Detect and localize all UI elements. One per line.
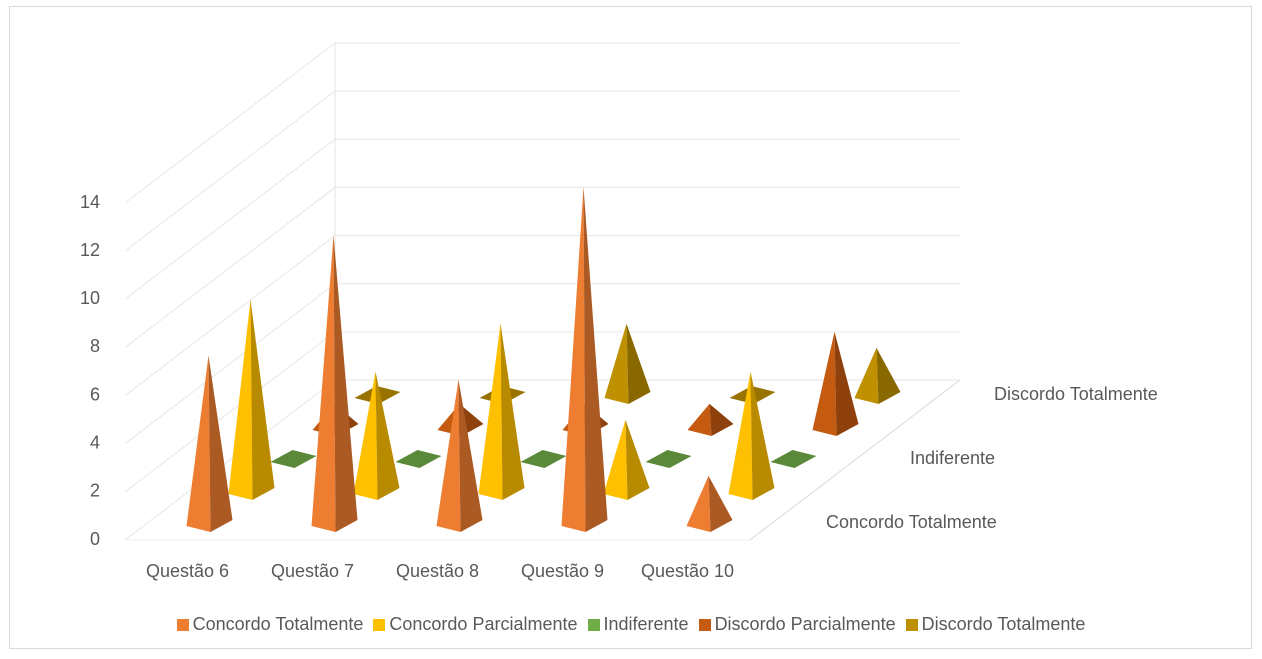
pyramid <box>353 371 400 500</box>
pyramid <box>604 323 651 404</box>
pyramid <box>603 419 650 500</box>
pyramid <box>186 355 233 532</box>
pyramid <box>395 450 442 468</box>
legend-item: Concordo Parcialmente <box>373 614 578 635</box>
pyramid <box>478 323 525 500</box>
pyramid-face <box>625 419 650 500</box>
pyramid-face <box>375 371 400 500</box>
pyramid <box>436 379 483 532</box>
grid-line <box>124 331 336 493</box>
pyramid-face <box>228 299 253 500</box>
pyramid-face <box>208 355 233 532</box>
grid-line <box>124 283 336 445</box>
pyramid-face <box>478 323 503 500</box>
legend-label: Indiferente <box>603 614 689 634</box>
pyramid-face <box>353 371 378 500</box>
pyramid <box>728 371 775 500</box>
pyramid-face <box>500 323 525 500</box>
pyramid-face <box>812 331 837 436</box>
pyramid <box>520 450 567 468</box>
pyramid <box>686 475 733 532</box>
y-tick-label: 6 <box>90 384 100 404</box>
pyramid <box>561 187 608 532</box>
pyramid <box>228 299 275 500</box>
legend-swatch <box>698 618 711 631</box>
pyramid-face <box>561 187 586 532</box>
pyramid-face <box>750 371 775 500</box>
floor-edge <box>749 379 961 541</box>
legend-swatch <box>373 618 386 631</box>
depth-label: Concordo Totalmente <box>826 512 997 532</box>
legend-swatch <box>176 618 189 631</box>
pyramid <box>270 450 317 468</box>
y-tick-label: 2 <box>90 481 100 501</box>
pyramid <box>854 347 901 404</box>
x-tick-label: Questão 8 <box>396 561 479 581</box>
pyramid-face <box>250 299 275 500</box>
grid-line <box>124 90 336 252</box>
pyramid-face <box>186 355 211 532</box>
pyramid-face <box>728 371 753 500</box>
pyramid-face <box>458 379 483 532</box>
x-tick-label: Questão 6 <box>146 561 229 581</box>
grid-line <box>124 42 336 204</box>
legend-item: Indiferente <box>587 614 689 635</box>
pyramid <box>770 450 817 468</box>
legend-label: Concordo Parcialmente <box>389 614 578 634</box>
pyramid-face <box>603 419 628 500</box>
legend-swatch <box>905 618 918 631</box>
pyramid-flat <box>770 450 817 468</box>
pyramid-face <box>436 379 461 532</box>
pyramid <box>687 403 734 436</box>
legend-item: Discordo Totalmente <box>905 614 1086 635</box>
pyramid-face <box>876 347 901 404</box>
x-tick-label: Questão 10 <box>641 561 734 581</box>
pyramid-face <box>311 235 336 532</box>
grid-line <box>124 379 336 541</box>
pyramid-face <box>687 403 712 436</box>
chart-frame <box>9 6 1252 649</box>
pyramid-face <box>686 475 711 532</box>
y-tick-label: 4 <box>90 432 100 452</box>
legend-label: Concordo Totalmente <box>192 614 364 634</box>
grid-line <box>124 187 336 348</box>
pyramid-flat <box>520 450 567 468</box>
pyramid-face <box>709 403 734 436</box>
x-tick-label: Questão 7 <box>271 561 354 581</box>
pyramid-face <box>854 347 879 404</box>
y-tick-label: 12 <box>80 240 100 260</box>
legend-item: Discordo Parcialmente <box>698 614 896 635</box>
pyramid-face <box>604 323 629 404</box>
pyramid-face <box>583 187 608 532</box>
y-tick-label: 14 <box>80 192 100 212</box>
pyramid-face <box>626 323 651 404</box>
pyramid-face <box>333 235 358 532</box>
x-tick-label: Questão 9 <box>521 561 604 581</box>
pyramid-flat <box>395 450 442 468</box>
pyramid-face <box>708 475 733 532</box>
pyramid <box>812 331 859 436</box>
y-tick-label: 10 <box>80 288 100 308</box>
depth-label: Indiferente <box>910 448 995 468</box>
y-tick-label: 0 <box>90 529 100 549</box>
pyramid-flat <box>270 450 317 468</box>
pyramid <box>645 450 692 468</box>
pyramid-flat <box>645 450 692 468</box>
y-tick-label: 8 <box>90 336 100 356</box>
grid-line <box>124 235 336 396</box>
grid-line <box>124 138 336 300</box>
legend-item: Concordo Totalmente <box>176 614 364 635</box>
depth-label: Discordo Totalmente <box>994 384 1158 404</box>
legend-label: Discordo Totalmente <box>921 614 1086 634</box>
legend-label: Discordo Parcialmente <box>714 614 896 634</box>
pyramid-face <box>834 331 859 436</box>
pyramid <box>311 235 358 532</box>
legend-swatch <box>587 618 600 631</box>
legend: Concordo Totalmente Concordo Parcialmente… <box>0 614 1262 635</box>
